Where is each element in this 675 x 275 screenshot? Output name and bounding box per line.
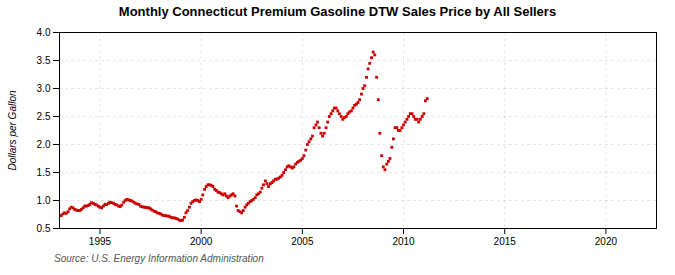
svg-text:2.5: 2.5	[37, 111, 51, 122]
svg-text:1995: 1995	[89, 236, 112, 247]
svg-text:2005: 2005	[291, 236, 314, 247]
svg-text:3.5: 3.5	[37, 55, 51, 66]
svg-text:2020: 2020	[595, 236, 618, 247]
svg-text:1.0: 1.0	[37, 195, 51, 206]
svg-text:0.5: 0.5	[37, 223, 51, 234]
svg-text:4.0: 4.0	[37, 27, 51, 38]
svg-text:3.0: 3.0	[37, 83, 51, 94]
svg-text:2015: 2015	[494, 236, 517, 247]
svg-text:2010: 2010	[392, 236, 415, 247]
html-text:Source: U.S. Energy Informatio: Source: U.S. Energy Information Administ…	[54, 253, 264, 264]
svg-text:1.5: 1.5	[37, 167, 51, 178]
html-text:Monthly Connecticut Premium Ga: Monthly Connecticut Premium Gasoline DTW…	[118, 4, 557, 19]
svg-text:Dollars per Gallon: Dollars per Gallon	[7, 90, 18, 170]
svg-text:2.0: 2.0	[37, 139, 51, 150]
svg-text:2000: 2000	[190, 236, 213, 247]
